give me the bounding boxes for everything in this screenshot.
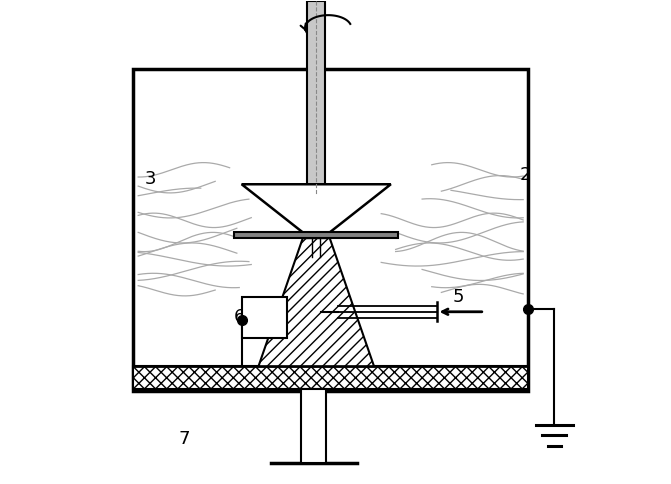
Polygon shape xyxy=(242,184,391,232)
Bar xyxy=(301,389,326,463)
Text: 2: 2 xyxy=(520,166,531,183)
Bar xyxy=(234,232,398,238)
Bar xyxy=(134,366,528,389)
Text: 5: 5 xyxy=(452,288,464,306)
Text: 1: 1 xyxy=(311,19,322,37)
Text: 4: 4 xyxy=(265,187,276,205)
Text: 3: 3 xyxy=(144,170,156,188)
Bar xyxy=(242,297,287,338)
Bar xyxy=(134,69,528,391)
Bar xyxy=(307,1,325,194)
Polygon shape xyxy=(258,238,374,366)
Text: 6: 6 xyxy=(234,308,245,326)
Text: 7: 7 xyxy=(178,430,190,448)
